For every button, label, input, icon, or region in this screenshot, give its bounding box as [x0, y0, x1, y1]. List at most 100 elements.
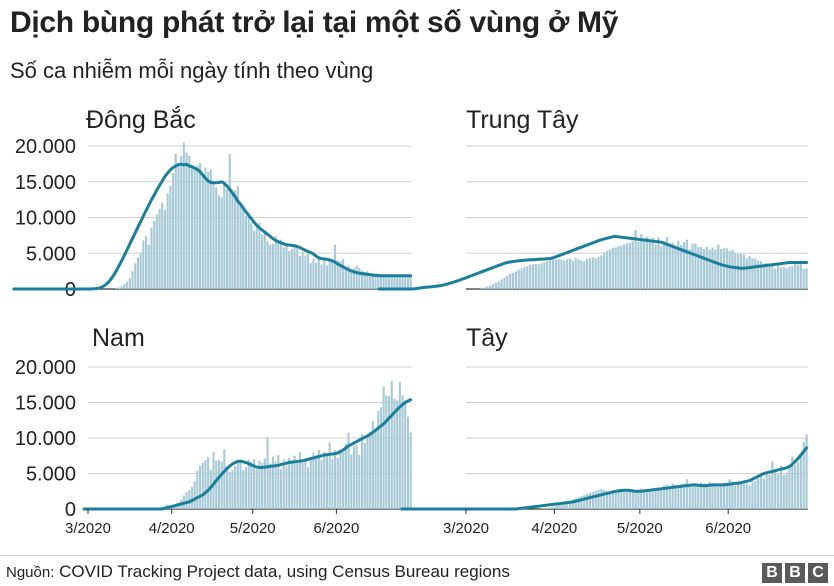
- daily-case-bar: [331, 459, 334, 509]
- daily-case-bar: [739, 253, 743, 289]
- daily-case-bar: [608, 249, 612, 289]
- y-tick-label: 10.000: [15, 428, 76, 450]
- daily-case-bar: [333, 450, 337, 509]
- daily-case-bar: [261, 234, 264, 289]
- daily-case-bar: [634, 230, 637, 289]
- daily-case-bar: [339, 450, 342, 509]
- daily-case-bar: [662, 242, 666, 289]
- daily-case-bar: [139, 252, 142, 289]
- daily-case-bar: [671, 483, 674, 509]
- daily-case-bar: [688, 484, 691, 509]
- daily-case-bar: [580, 496, 583, 509]
- daily-case-bar: [320, 460, 323, 509]
- daily-case-bar: [244, 467, 248, 509]
- daily-case-bar: [393, 398, 396, 509]
- daily-case-bar: [702, 248, 706, 289]
- daily-case-bar: [677, 240, 680, 289]
- daily-case-bar: [577, 497, 580, 509]
- daily-case-bar: [722, 248, 726, 289]
- daily-case-bar: [277, 455, 280, 509]
- daily-case-bar: [231, 469, 234, 509]
- daily-case-bar: [762, 263, 765, 289]
- daily-case-bar: [363, 442, 366, 509]
- daily-case-bar: [805, 268, 808, 289]
- daily-case-bar: [382, 386, 385, 509]
- daily-case-bar: [600, 489, 603, 509]
- source-note: Nguồn: COVID Tracking Project data, usin…: [6, 562, 510, 582]
- daily-case-bar: [779, 267, 783, 289]
- daily-case-bar: [614, 247, 617, 289]
- daily-case-bar: [623, 244, 626, 289]
- daily-case-bar: [608, 491, 612, 509]
- daily-case-bar: [377, 274, 380, 289]
- daily-case-bar: [342, 258, 345, 289]
- daily-case-bar: [782, 266, 785, 289]
- daily-case-bar: [754, 258, 757, 289]
- daily-case-bar: [212, 181, 215, 289]
- daily-case-bar: [745, 258, 748, 289]
- daily-case-bar: [244, 216, 248, 289]
- daily-case-bar: [188, 489, 191, 509]
- daily-case-bar: [685, 239, 688, 289]
- daily-case-bar: [643, 489, 646, 509]
- daily-case-bar: [220, 197, 223, 289]
- daily-case-bar: [768, 474, 771, 509]
- daily-case-bar: [204, 460, 207, 509]
- daily-case-bar: [401, 395, 404, 509]
- daily-case-bar: [282, 459, 285, 509]
- daily-case-bar: [228, 153, 231, 289]
- daily-case-bar: [480, 288, 483, 289]
- daily-case-bar: [503, 277, 506, 289]
- daily-case-bar: [231, 189, 234, 289]
- daily-case-bar: [336, 457, 339, 509]
- bbc-logo-block-2: B: [785, 563, 805, 583]
- daily-case-bar: [568, 500, 572, 509]
- daily-case-bar: [317, 256, 320, 289]
- daily-case-bar: [546, 507, 549, 509]
- panel-title: Đông Bắc: [86, 105, 196, 134]
- daily-case-bar: [136, 257, 140, 289]
- daily-case-bar: [212, 452, 215, 509]
- daily-case-bar: [323, 258, 326, 289]
- footer-divider: [0, 555, 834, 556]
- daily-case-bar: [776, 474, 780, 509]
- daily-case-bar: [126, 281, 129, 289]
- daily-case-bar: [654, 490, 657, 509]
- daily-case-bar: [201, 462, 204, 509]
- daily-case-bar: [190, 486, 194, 509]
- daily-case-bar: [298, 256, 302, 289]
- daily-case-bar: [204, 167, 207, 289]
- daily-case-bar: [258, 460, 261, 509]
- daily-case-bar: [166, 193, 169, 289]
- daily-case-bar: [722, 482, 726, 509]
- daily-case-bar: [739, 482, 743, 509]
- daily-case-bar: [719, 248, 723, 289]
- daily-case-bar: [147, 244, 150, 289]
- daily-case-bar: [751, 258, 754, 289]
- daily-case-bar: [617, 246, 620, 289]
- daily-case-bar: [352, 268, 356, 289]
- daily-case-bar: [611, 490, 614, 509]
- daily-case-bar: [708, 249, 711, 289]
- daily-case-bar: [161, 202, 164, 289]
- daily-case-bar: [374, 273, 377, 289]
- daily-case-bar: [236, 186, 239, 289]
- daily-case-bar: [517, 269, 520, 289]
- daily-case-bar: [674, 247, 677, 289]
- daily-case-bar: [377, 411, 380, 509]
- daily-case-bar: [591, 491, 594, 509]
- daily-case-bar: [591, 257, 594, 289]
- daily-case-bar: [360, 270, 364, 289]
- daily-case-bar: [546, 261, 549, 289]
- daily-case-bar: [163, 210, 167, 289]
- daily-case-bar: [651, 237, 654, 289]
- daily-case-bar: [174, 153, 177, 289]
- daily-case-bar: [277, 241, 280, 289]
- daily-case-bar: [597, 256, 600, 289]
- daily-case-bar: [279, 239, 283, 289]
- seven-day-average-line: [82, 398, 413, 511]
- daily-case-bar: [668, 486, 671, 509]
- daily-case-bar: [358, 455, 361, 509]
- daily-case-bar: [531, 264, 535, 289]
- daily-case-bar: [719, 486, 723, 509]
